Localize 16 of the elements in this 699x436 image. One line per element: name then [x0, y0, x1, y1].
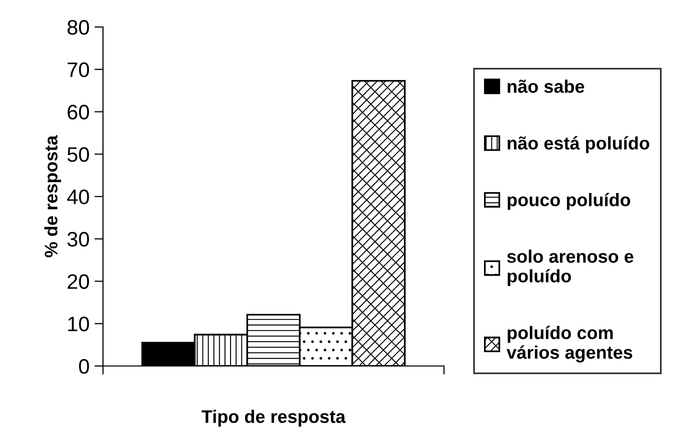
y-tick-label: 40 — [67, 190, 89, 204]
legend-label: solo arenoso e poluído — [507, 250, 634, 286]
y-tick-label: 30 — [67, 232, 89, 247]
y-tick-label: 60 — [68, 104, 89, 120]
legend-label: pouco poluído — [508, 192, 630, 210]
legend-label: não sabe — [508, 80, 584, 93]
x-axis-title: Tipo de resposta — [202, 410, 346, 427]
y-axis-title: % de resposta — [44, 135, 62, 258]
y-tick-label: 0 — [79, 359, 89, 374]
y-tick-label: 80 — [68, 20, 89, 35]
y-tick-label: 20 — [68, 274, 89, 290]
legend-label: poluído com vários agentes — [506, 326, 632, 362]
y-tick-label: 70 — [68, 62, 89, 78]
y-tick-label: 50 — [67, 147, 89, 162]
legend-label: não está poluído — [508, 136, 650, 154]
y-tick-label: 10 — [68, 316, 89, 332]
